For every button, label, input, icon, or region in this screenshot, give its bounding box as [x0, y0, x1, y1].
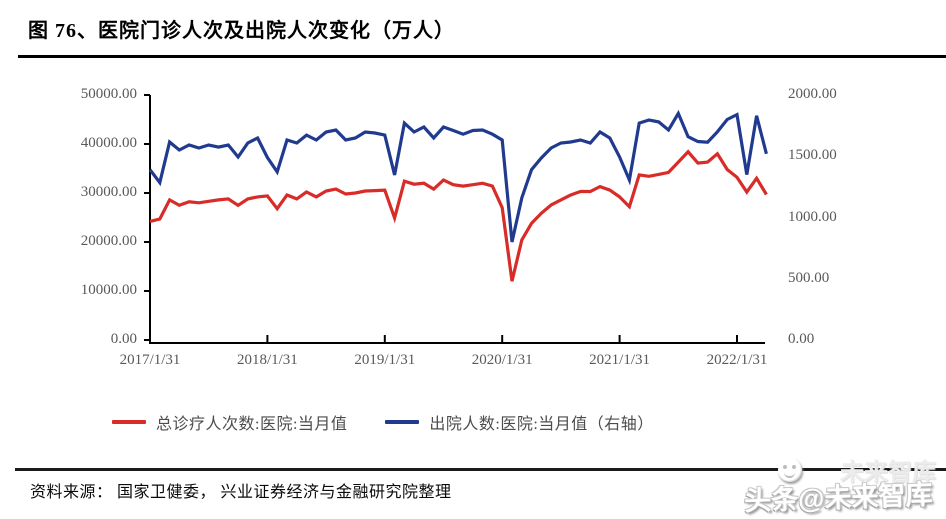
x-axis-tick-label: 2018/1/31 [236, 352, 298, 368]
x-axis-tick-label: 2022/1/31 [706, 352, 768, 368]
x-axis-tick-label: 2017/1/31 [119, 352, 181, 368]
y-left-tick-label: 20000.00 [80, 233, 137, 249]
outpatient-series-line [149, 149, 768, 282]
y-right-tick-label: 1000.00 [788, 208, 837, 225]
x-axis-tick-label: 2020/1/31 [471, 352, 533, 368]
legend-item-outpatient: 总诊疗人次数:医院:当月值 [112, 410, 347, 434]
x-axis-tick-label: 2021/1/31 [589, 352, 651, 368]
figure-title: 图 76、医院门诊人次及出院人次变化（万人） [28, 20, 455, 42]
y-left-tick-label: 10000.00 [80, 282, 137, 298]
source-note: 资料来源： 国家卫健委， 兴业证券经济与金融研究院整理 [30, 484, 452, 501]
discharge-series-line [148, 109, 768, 243]
footer-divider-line [15, 468, 946, 471]
x-axis-tick-label: 2019/1/31 [354, 352, 416, 368]
legend-label-outpatient: 总诊疗人次数:医院:当月值 [156, 416, 348, 433]
legend-label-discharge: 出院人数:医院:当月值（右轴） [429, 416, 654, 433]
title-divider-line [18, 55, 946, 58]
chart-legend: 总诊疗人次数:医院:当月值 出院人数:医院:当月值（右轴） [112, 410, 752, 434]
y-left-tick-label: 30000.00 [80, 184, 137, 200]
outpatient-line-swatch [112, 420, 146, 424]
y-left-tick-label: 0.00 [110, 331, 137, 347]
y-left-tick-label: 40000.00 [80, 135, 137, 151]
legend-item-discharge: 出院人数:医院:当月值（右轴） [385, 410, 653, 434]
y-right-tick-label: 2000.00 [788, 86, 837, 102]
discharge-line-swatch [385, 420, 420, 424]
y-right-tick-label: 0.00 [788, 331, 815, 347]
y-left-tick-label: 50000.00 [80, 86, 137, 102]
y-right-tick-label: 1500.00 [788, 147, 837, 164]
y-right-tick-label: 500.00 [788, 269, 830, 286]
